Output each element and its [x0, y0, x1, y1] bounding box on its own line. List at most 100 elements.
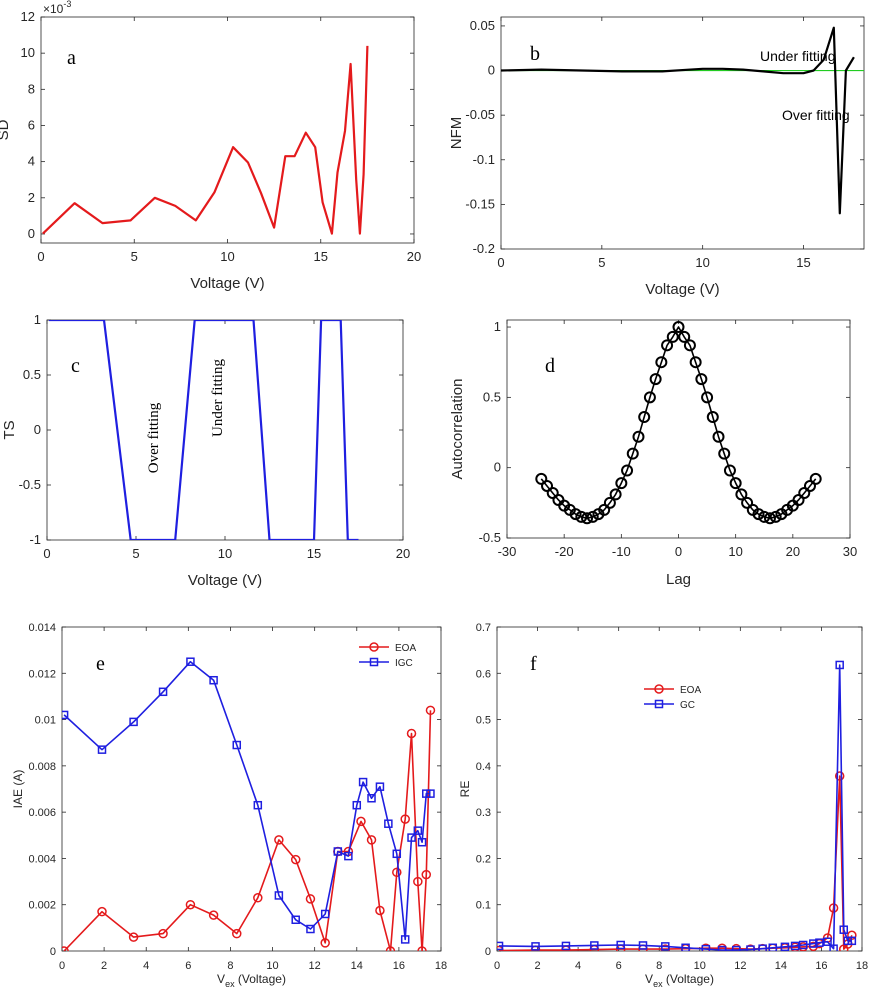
x-tick-label: 15 [314, 249, 328, 264]
y-tick-label: 1 [34, 312, 41, 327]
data-point-eoa [62, 946, 69, 951]
x-tick-label: 10 [728, 544, 742, 559]
data-point-gc [758, 944, 767, 951]
plot-area-a [40, 16, 415, 244]
y-tick-label: 0 [34, 422, 41, 437]
data-point-autocorrelation [803, 479, 816, 492]
panel-label-b: b [530, 43, 540, 65]
data-point-eoa [392, 867, 402, 878]
data-point-autocorrelation [683, 339, 696, 352]
data-point-gc [809, 939, 818, 948]
y-tick-label: -0.2 [473, 241, 495, 256]
series-group-a [42, 45, 369, 235]
data-point-gc [768, 943, 778, 951]
data-point-autocorrelation [798, 486, 811, 499]
series-group-e [62, 657, 436, 951]
legend-entry-label: IGC [395, 658, 413, 669]
data-point-autocorrelation [758, 510, 771, 523]
x-tick-label: 20 [407, 249, 421, 264]
data-point-gc [839, 925, 848, 934]
y-tick-label: -1 [29, 532, 41, 547]
x-tick-label: 5 [131, 249, 138, 264]
y-axis-label: TS [1, 420, 18, 439]
data-point-igc [392, 849, 402, 859]
data-point-autocorrelation [632, 430, 645, 443]
y-tick-label: 0.4 [476, 761, 491, 773]
x-tick-label: -30 [498, 544, 517, 559]
x-tick-label: 0 [59, 960, 65, 972]
x-tick-label: 12 [309, 960, 321, 972]
y-tick-label: 0.5 [483, 389, 501, 404]
y-tick-label: 0.004 [28, 853, 56, 865]
x-tick-label: 6 [185, 960, 191, 972]
data-point-igc [375, 782, 385, 791]
data-point-igc [97, 745, 107, 754]
data-point-autocorrelation [621, 464, 634, 477]
data-point-gc [847, 936, 857, 946]
data-point-eoa [232, 928, 242, 939]
data-point-autocorrelation [643, 391, 656, 404]
y-tick-label: 0 [494, 460, 501, 475]
y-tick-label: 0 [488, 63, 495, 78]
legend-marker [654, 699, 664, 709]
legend-marker [654, 684, 664, 694]
data-point-igc [344, 851, 353, 861]
data-point-igc [253, 800, 263, 810]
annotation-text: Under fitting [210, 359, 226, 437]
data-point-eoa [425, 705, 436, 716]
data-point-autocorrelation [586, 510, 599, 523]
data-point-autocorrelation [678, 330, 691, 343]
data-point-igc [209, 675, 218, 685]
y-tick-label: 0.5 [476, 715, 491, 727]
data-point-autocorrelation [603, 496, 616, 509]
x-tick-label: 0 [675, 544, 682, 559]
y-tick-label: 0.012 [28, 668, 56, 680]
data-point-autocorrelation [541, 479, 554, 492]
data-point-autocorrelation [718, 447, 731, 460]
data-point-gc [823, 937, 832, 946]
data-point-autocorrelation [706, 411, 719, 424]
panel-label-d: d [545, 355, 555, 377]
y-tick-label: 0.05 [470, 18, 495, 33]
data-point-eoa [158, 928, 168, 939]
x-axis-label: Vex (Voltage) [645, 972, 714, 989]
data-point-igc [158, 687, 168, 697]
x-tick-label: 4 [575, 960, 581, 972]
plot-area-b [500, 16, 865, 250]
x-tick-label: 2 [101, 960, 107, 972]
y-tick-label: -0.15 [465, 196, 495, 211]
data-point-gc [717, 945, 727, 951]
data-point-eoa [366, 835, 377, 845]
legend-marker [369, 642, 379, 652]
y-exponent-label: ×10-3 [43, 0, 71, 16]
data-point-igc [413, 826, 423, 835]
legend-marker [369, 657, 379, 667]
data-point-autocorrelation [546, 486, 559, 499]
data-point-gc [815, 938, 824, 947]
x-tick-label: 0 [43, 546, 50, 561]
x-tick-label: 15 [796, 255, 810, 270]
x-tick-label: 14 [351, 960, 363, 972]
data-point-autocorrelation [792, 494, 805, 507]
y-tick-label: -0.05 [465, 107, 495, 122]
y-tick-label: 0.5 [23, 367, 41, 382]
data-point-igc [426, 789, 435, 798]
data-point-gc [835, 660, 844, 670]
x-tick-label: 6 [616, 960, 622, 972]
legend-f: EOA GC [639, 677, 711, 715]
data-point-eoa [406, 728, 417, 739]
y-axis-label: IAE (A) [11, 770, 25, 809]
x-tick-label: 18 [856, 960, 868, 972]
legend-entry-label: GC [680, 700, 695, 711]
data-point-igc [417, 837, 427, 847]
data-point-autocorrelation [649, 373, 662, 386]
y-tick-label: 0.006 [28, 807, 56, 819]
data-point-gc [561, 941, 571, 951]
data-point-igc [333, 847, 343, 856]
x-axis-label: Vex (Voltage) [217, 972, 286, 989]
data-point-gc [590, 941, 599, 950]
x-tick-label: 10 [695, 255, 709, 270]
panel-label-f: f [530, 653, 537, 675]
data-point-gc [746, 945, 755, 951]
data-point-autocorrelation [735, 488, 748, 501]
